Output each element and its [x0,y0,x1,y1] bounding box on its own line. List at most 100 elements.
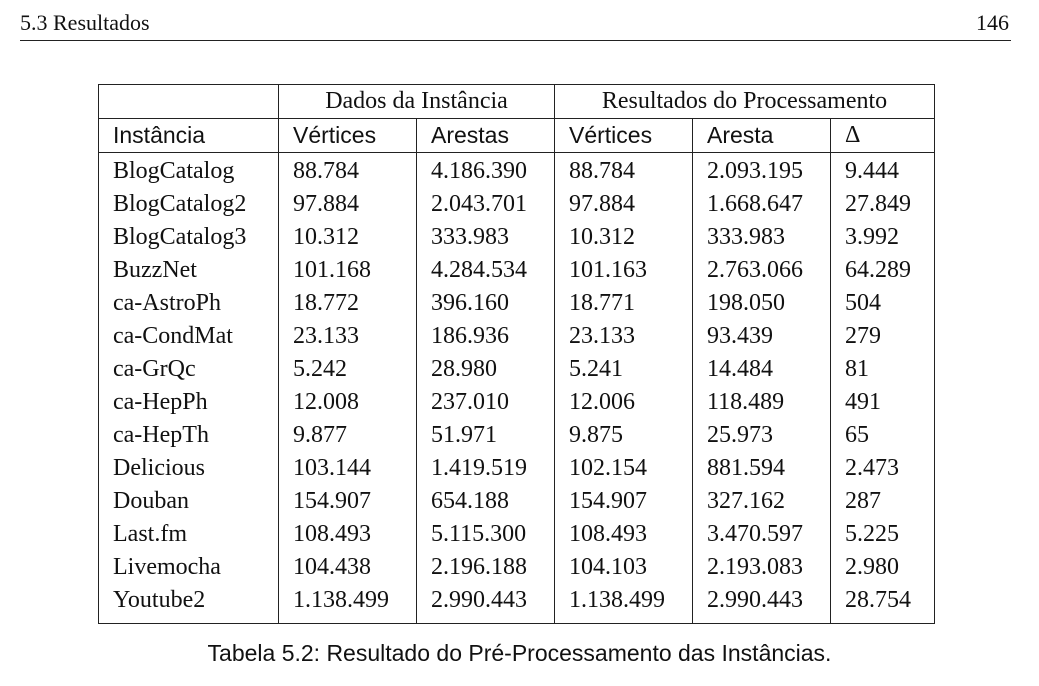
cell-result-edges: 333.983 [692,221,831,254]
column-header-instance: Instância [98,118,279,153]
cell-result-edges: 93.439 [692,320,831,353]
cell-instance: Delicious [98,452,279,485]
table-row: Last.fm 108.493 5.115.300 108.493 3.470.… [98,518,935,551]
group-header-instance-data: Dados da Instância [278,84,555,119]
column-header-edges: Arestas [416,118,555,153]
cell-result-vertices: 101.163 [554,254,693,287]
cell-edges: 4.186.390 [416,152,555,188]
cell-delta: 2.980 [845,554,899,580]
cell-result-vertices: 108.493 [554,518,693,551]
table-row: Youtube2 1.138.499 2.990.443 1.138.499 2… [98,584,935,624]
table-row: ca-CondMat 23.133 186.936 23.133 93.439 … [98,320,935,353]
cell-instance: Livemocha [98,551,279,584]
table-row: Livemocha 104.438 2.196.188 104.103 2.19… [98,551,935,584]
cell-vertices: 154.907 [278,485,417,518]
cell-result-edges: 118.489 [692,386,831,419]
cell-result-vertices: 88.784 [554,152,693,188]
cell-edges: 2.043.701 [416,188,555,221]
cell-result-vertices: 12.006 [554,386,693,419]
table-body: BlogCatalog 88.784 4.186.390 88.784 2.09… [98,152,935,624]
cell-edges: 333.983 [416,221,555,254]
cell-result-edges: 1.668.647 [692,188,831,221]
cell-result-edges: 25.973 [692,419,831,452]
cell-delta: 2.473 [845,455,899,481]
cell-edges: 1.419.519 [416,452,555,485]
cell-delta: 27.849 [845,191,911,217]
cell-result-vertices: 97.884 [554,188,693,221]
column-header-result-edges: Aresta [692,118,831,153]
cell-delta: 9.444 [845,158,899,184]
cell-edges: 4.284.534 [416,254,555,287]
cell-instance: ca-HepTh [98,419,279,452]
cell-instance: Youtube2 [98,584,279,624]
cell-delta: 64.289 [845,257,911,283]
cell-instance: ca-HepPh [98,386,279,419]
table-row: ca-HepPh 12.008 237.010 12.006 118.489 4… [98,386,935,419]
table-row: BlogCatalog2 97.884 2.043.701 97.884 1.6… [98,188,935,221]
column-header-row: Instância Vértices Arestas Vértices Ares… [98,118,935,153]
cell-edges: 2.990.443 [416,584,555,624]
cell-edges: 654.188 [416,485,555,518]
cell-vertices: 10.312 [278,221,417,254]
cell-vertices: 12.008 [278,386,417,419]
table-row: ca-HepTh 9.877 51.971 9.875 25.973 65 [98,419,935,452]
cell-result-vertices: 104.103 [554,551,693,584]
column-header-delta: Δ [830,118,935,153]
cell-result-edges: 14.484 [692,353,831,386]
cell-edges: 51.971 [416,419,555,452]
cell-delta: 491 [845,389,881,415]
cell-vertices: 9.877 [278,419,417,452]
cell-instance: ca-CondMat [98,320,279,353]
cell-result-vertices: 18.771 [554,287,693,320]
group-header-processing-results: Resultados do Processamento [554,84,935,119]
cell-delta: 3.992 [845,224,899,250]
cell-edges: 237.010 [416,386,555,419]
cell-delta: 28.754 [845,587,911,613]
cell-result-edges: 2.193.083 [692,551,831,584]
cell-edges: 2.196.188 [416,551,555,584]
cell-delta: 279 [845,323,881,349]
cell-instance: ca-AstroPh [98,287,279,320]
cell-delta: 81 [845,356,869,382]
cell-vertices: 18.772 [278,287,417,320]
cell-instance: BlogCatalog3 [98,221,279,254]
cell-result-edges: 327.162 [692,485,831,518]
cell-result-vertices: 1.138.499 [554,584,693,624]
cell-vertices: 88.784 [278,152,417,188]
cell-edges: 186.936 [416,320,555,353]
cell-result-edges: 3.470.597 [692,518,831,551]
cell-result-vertices: 154.907 [554,485,693,518]
table-row: Douban 154.907 654.188 154.907 327.162 2… [98,485,935,518]
table-row: ca-GrQc 5.242 28.980 5.241 14.484 81 [98,353,935,386]
cell-result-vertices: 102.154 [554,452,693,485]
page-number: 146 [976,10,1009,35]
table-row: BlogCatalog3 10.312 333.983 10.312 333.9… [98,221,935,254]
cell-edges: 5.115.300 [416,518,555,551]
page-header: 5.3 Resultados 146 [20,8,1011,41]
table-row: Delicious 103.144 1.419.519 102.154 881.… [98,452,935,485]
cell-vertices: 97.884 [278,188,417,221]
cell-delta: 287 [845,488,881,514]
cell-result-vertices: 10.312 [554,221,693,254]
cell-vertices: 104.438 [278,551,417,584]
cell-instance: BlogCatalog2 [98,188,279,221]
table-row: BuzzNet 101.168 4.284.534 101.163 2.763.… [98,254,935,287]
column-header-vertices: Vértices [278,118,417,153]
cell-result-vertices: 23.133 [554,320,693,353]
cell-instance: ca-GrQc [98,353,279,386]
cell-vertices: 1.138.499 [278,584,417,624]
cell-vertices: 103.144 [278,452,417,485]
cell-vertices: 5.242 [278,353,417,386]
table-row: BlogCatalog 88.784 4.186.390 88.784 2.09… [98,152,935,188]
cell-delta: 504 [845,290,881,316]
cell-result-edges: 198.050 [692,287,831,320]
cell-instance: Last.fm [98,518,279,551]
cell-instance: BlogCatalog [98,152,279,188]
section-label: 5.3 Resultados [20,10,150,35]
cell-vertices: 101.168 [278,254,417,287]
results-table: Dados da Instância Resultados do Process… [98,84,935,624]
cell-edges: 396.160 [416,287,555,320]
cell-result-edges: 2.763.066 [692,254,831,287]
cell-result-edges: 2.093.195 [692,152,831,188]
cell-delta: 5.225 [845,521,899,547]
